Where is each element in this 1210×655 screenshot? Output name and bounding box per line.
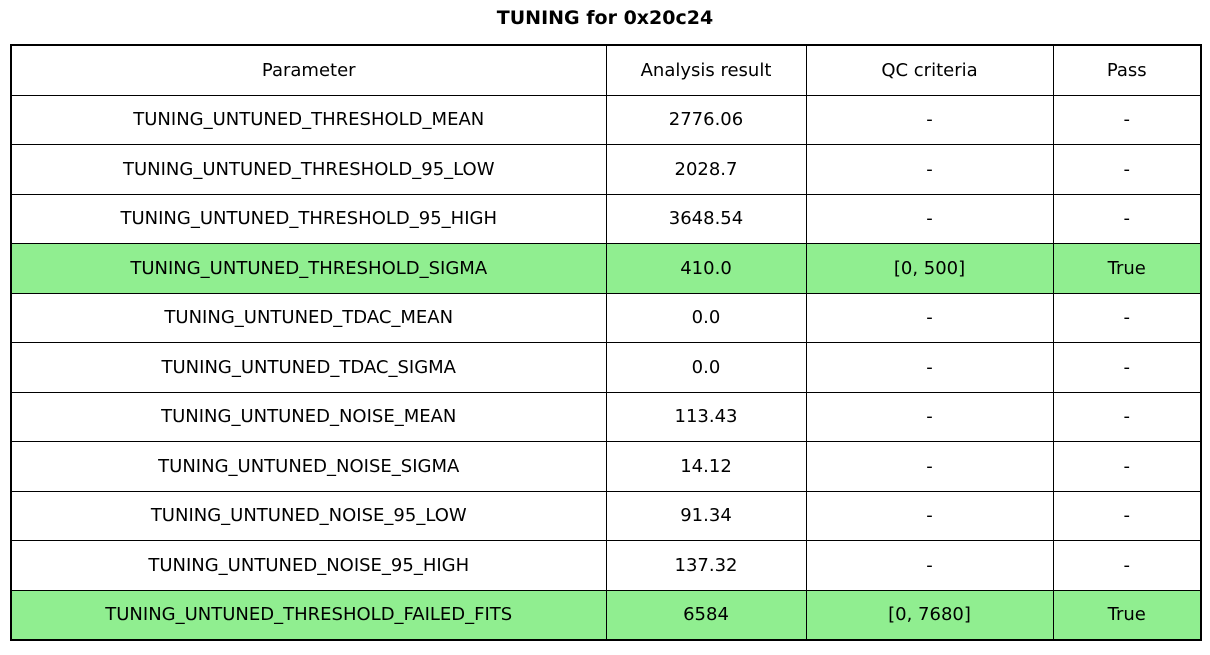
table-row: TUNING_UNTUNED_THRESHOLD_MEAN 2776.06 - … [10, 94, 1202, 145]
table-row: TUNING_UNTUNED_TDAC_MEAN 0.0 - - [10, 292, 1202, 343]
cell-analysis-result: 410.0 [605, 243, 807, 294]
table-row: TUNING_UNTUNED_THRESHOLD_95_HIGH 3648.54… [10, 193, 1202, 244]
cell-parameter: TUNING_UNTUNED_THRESHOLD_95_HIGH [10, 193, 607, 244]
table-row: TUNING_UNTUNED_NOISE_95_LOW 91.34 - - [10, 490, 1202, 541]
cell-parameter: TUNING_UNTUNED_NOISE_MEAN [10, 391, 607, 442]
table-row: TUNING_UNTUNED_NOISE_SIGMA 14.12 - - [10, 441, 1202, 492]
cell-qc-criteria: - [805, 342, 1054, 393]
col-header-pass: Pass [1052, 44, 1202, 96]
cell-parameter: TUNING_UNTUNED_NOISE_95_LOW [10, 490, 607, 541]
cell-pass: - [1052, 292, 1202, 343]
cell-analysis-result: 6584 [605, 589, 807, 641]
cell-parameter: TUNING_UNTUNED_NOISE_95_HIGH [10, 540, 607, 591]
cell-pass: - [1052, 391, 1202, 442]
col-header-analysis-result: Analysis result [605, 44, 807, 96]
cell-parameter: TUNING_UNTUNED_TDAC_SIGMA [10, 342, 607, 393]
cell-analysis-result: 3648.54 [605, 193, 807, 244]
cell-analysis-result: 14.12 [605, 441, 807, 492]
cell-pass: - [1052, 441, 1202, 492]
cell-parameter: TUNING_UNTUNED_THRESHOLD_MEAN [10, 94, 607, 145]
cell-analysis-result: 0.0 [605, 292, 807, 343]
cell-pass: - [1052, 94, 1202, 145]
cell-pass: - [1052, 193, 1202, 244]
cell-analysis-result: 91.34 [605, 490, 807, 541]
col-header-qc-criteria: QC criteria [805, 44, 1054, 96]
cell-pass: True [1052, 243, 1202, 294]
cell-qc-criteria: - [805, 193, 1054, 244]
cell-qc-criteria: - [805, 540, 1054, 591]
table-row-highlighted: TUNING_UNTUNED_THRESHOLD_FAILED_FITS 658… [10, 589, 1202, 641]
table-row-highlighted: TUNING_UNTUNED_THRESHOLD_SIGMA 410.0 [0,… [10, 243, 1202, 294]
col-header-parameter: Parameter [10, 44, 607, 96]
table-row: TUNING_UNTUNED_NOISE_95_HIGH 137.32 - - [10, 540, 1202, 591]
cell-qc-criteria: - [805, 94, 1054, 145]
cell-pass: - [1052, 144, 1202, 195]
cell-pass: - [1052, 490, 1202, 541]
cell-parameter: TUNING_UNTUNED_THRESHOLD_95_LOW [10, 144, 607, 195]
table-row: TUNING_UNTUNED_THRESHOLD_95_LOW 2028.7 -… [10, 144, 1202, 195]
cell-parameter: TUNING_UNTUNED_THRESHOLD_FAILED_FITS [10, 589, 607, 641]
header-row: Parameter Analysis result QC criteria Pa… [10, 44, 1202, 96]
cell-analysis-result: 2776.06 [605, 94, 807, 145]
cell-parameter: TUNING_UNTUNED_NOISE_SIGMA [10, 441, 607, 492]
cell-parameter: TUNING_UNTUNED_THRESHOLD_SIGMA [10, 243, 607, 294]
cell-qc-criteria: [0, 500] [805, 243, 1054, 294]
cell-qc-criteria: - [805, 441, 1054, 492]
cell-qc-criteria: - [805, 292, 1054, 343]
cell-analysis-result: 0.0 [605, 342, 807, 393]
table-row: TUNING_UNTUNED_TDAC_SIGMA 0.0 - - [10, 342, 1202, 393]
table-row: TUNING_UNTUNED_NOISE_MEAN 113.43 - - [10, 391, 1202, 442]
cell-qc-criteria: - [805, 490, 1054, 541]
cell-qc-criteria: [0, 7680] [805, 589, 1054, 641]
figure-title: TUNING for 0x20c24 [496, 7, 714, 29]
qc-results-table: Parameter Analysis result QC criteria Pa… [10, 44, 1202, 641]
cell-pass: - [1052, 540, 1202, 591]
cell-pass: True [1052, 589, 1202, 641]
cell-pass: - [1052, 342, 1202, 393]
cell-analysis-result: 2028.7 [605, 144, 807, 195]
cell-qc-criteria: - [805, 391, 1054, 442]
cell-qc-criteria: - [805, 144, 1054, 195]
cell-analysis-result: 137.32 [605, 540, 807, 591]
cell-parameter: TUNING_UNTUNED_TDAC_MEAN [10, 292, 607, 343]
cell-analysis-result: 113.43 [605, 391, 807, 442]
